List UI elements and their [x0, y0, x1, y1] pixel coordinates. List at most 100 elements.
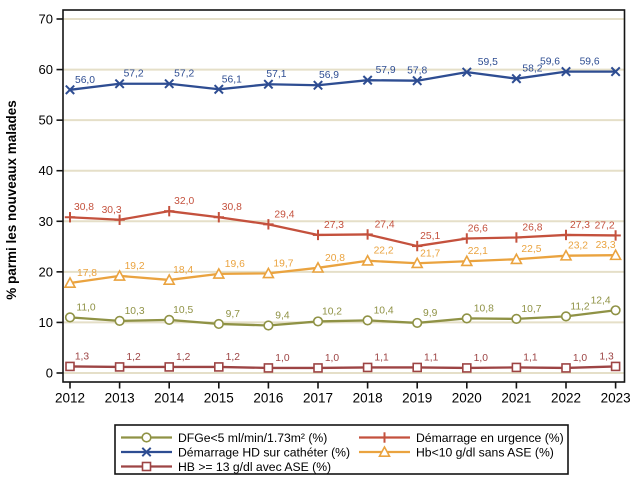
- data-label: 1,0: [474, 353, 489, 364]
- data-point-marker: [412, 362, 423, 373]
- data-point-marker: [63, 276, 77, 288]
- x-axis: 2012 2013 2014 2015 2016 2017 2018 2019 2020 2021…: [55, 382, 631, 406]
- data-label: 9,9: [423, 308, 438, 319]
- data-point-marker: [461, 363, 472, 373]
- data-label: 27,3: [324, 220, 344, 231]
- data-label: 1,2: [226, 352, 241, 363]
- y-tick-label: 40: [39, 163, 53, 178]
- series-0: 11,0 10,3 10,5 9,7 9,4 10,2 10,4 9,9 10,8 10,7 11,…: [64, 295, 621, 331]
- data-label: 57,8: [407, 66, 427, 77]
- legend-item-label: Démarrage en urgence (%): [416, 431, 564, 445]
- data-label: 1,2: [176, 352, 191, 363]
- data-point-marker: [461, 313, 472, 324]
- data-point-marker: [313, 80, 323, 91]
- data-point-marker: [510, 252, 523, 265]
- series-2: 1,3 1,2 1,2 1,2 1,0 1,0 1,1 1,1 1,0 1,1 1,0 1,3: [65, 351, 621, 373]
- legend-box: [114, 424, 569, 475]
- data-point-marker: [559, 248, 573, 261]
- data-label: 10,7: [521, 304, 541, 315]
- data-label: 57,1: [266, 69, 286, 80]
- data-point-marker: [378, 445, 391, 458]
- y-axis-title: % parmi les nouveaux malades: [4, 100, 19, 300]
- data-label: 1,2: [126, 352, 141, 363]
- data-point-marker: [461, 67, 472, 78]
- data-point-marker: [141, 461, 152, 472]
- data-point-marker: [609, 248, 622, 261]
- legend-item-label: Démarrage HD sur cathéter (%): [178, 445, 350, 459]
- x-tick-label: 2020: [452, 391, 482, 406]
- legend-item-label: HB >= 13 g/dl avec ASE (%): [178, 460, 331, 474]
- data-point-marker: [362, 315, 373, 326]
- x-tick-label: 2014: [154, 391, 185, 406]
- data-label: 1,0: [325, 353, 340, 364]
- series-line: [69, 309, 616, 327]
- data-label: 17,8: [77, 268, 97, 279]
- data-label: 27,3: [570, 220, 590, 231]
- data-point-marker: [610, 361, 621, 372]
- x-tick-label: 2017: [303, 391, 333, 406]
- y-tick-label: 10: [39, 315, 53, 330]
- data-label: 56,0: [75, 75, 95, 86]
- data-label: 10,8: [474, 303, 494, 314]
- data-point-marker: [162, 273, 176, 285]
- data-point-marker: [511, 313, 522, 324]
- data-point-marker: [311, 261, 325, 273]
- gridlines: [63, 18, 625, 374]
- data-point-marker: [164, 314, 175, 326]
- y-tick-label: 50: [39, 113, 53, 128]
- data-point-marker: [64, 312, 76, 323]
- data-label: 19,2: [125, 261, 145, 272]
- x-tick-label: 2019: [402, 391, 432, 406]
- data-label: 1,0: [275, 353, 290, 364]
- data-label: 11,0: [76, 302, 96, 313]
- data-label: 19,6: [225, 259, 245, 270]
- data-point-marker: [610, 305, 621, 316]
- legend-item-label: DFGe<5 ml/min/1.73m² (%): [178, 431, 327, 445]
- series-4: 17,8 19,2 18,4 19,6 19,7 20,8 22,2 21,7 22,1 22,5…: [63, 240, 622, 288]
- series-1: 56,0 57,2 57,2 56,1 57,1 56,9 57,9 57,8 59,5 58,2…: [65, 57, 621, 95]
- y-tick-label: 30: [39, 214, 53, 229]
- legend-item: Démarrage en urgence (%): [359, 431, 564, 445]
- legend-item: Démarrage HD sur cathéter (%): [121, 445, 350, 459]
- data-point-marker: [114, 315, 125, 327]
- data-point-marker: [213, 318, 224, 330]
- x-tick-label: 2015: [204, 391, 234, 406]
- data-label: 57,9: [376, 65, 396, 76]
- data-label: 1,1: [374, 352, 389, 363]
- data-label: 56,9: [319, 70, 339, 81]
- data-label: 9,4: [275, 310, 290, 321]
- data-label: 22,5: [521, 244, 541, 255]
- data-point-marker: [214, 362, 224, 372]
- data-point-marker: [141, 432, 152, 443]
- data-label: 10,3: [125, 306, 145, 317]
- data-point-marker: [114, 78, 125, 89]
- series-line: [69, 365, 616, 370]
- data-point-marker: [164, 362, 174, 372]
- data-point-marker: [263, 79, 274, 90]
- series-line: [69, 254, 616, 285]
- data-label: 10,2: [322, 306, 342, 317]
- legend-item: HB >= 13 g/dl avec ASE (%): [121, 460, 331, 474]
- data-point-marker: [213, 84, 224, 95]
- data-label: 25,1: [420, 231, 440, 242]
- y-tick-label: 0: [46, 366, 53, 381]
- data-point-marker: [141, 447, 152, 457]
- x-tick-label: 2023: [601, 391, 631, 406]
- x-tick-label: 2022: [551, 391, 581, 406]
- legend-item-label: Hb<10 g/dl sans ASE (%): [416, 445, 554, 459]
- data-point-marker: [610, 66, 621, 77]
- y-tick-label: 60: [39, 62, 53, 77]
- data-label: 26,8: [522, 222, 542, 233]
- data-label: 12,4: [591, 295, 611, 306]
- data-point-marker: [114, 362, 125, 372]
- data-label: 23,2: [568, 241, 588, 252]
- data-label: 9,7: [226, 309, 241, 320]
- data-point-marker: [361, 254, 374, 266]
- data-label: 59,5: [478, 57, 498, 68]
- data-label: 57,2: [124, 69, 144, 80]
- data-point-marker: [362, 362, 373, 373]
- data-label: 32,0: [174, 196, 194, 207]
- data-point-marker: [113, 269, 126, 281]
- data-point-marker: [511, 362, 522, 373]
